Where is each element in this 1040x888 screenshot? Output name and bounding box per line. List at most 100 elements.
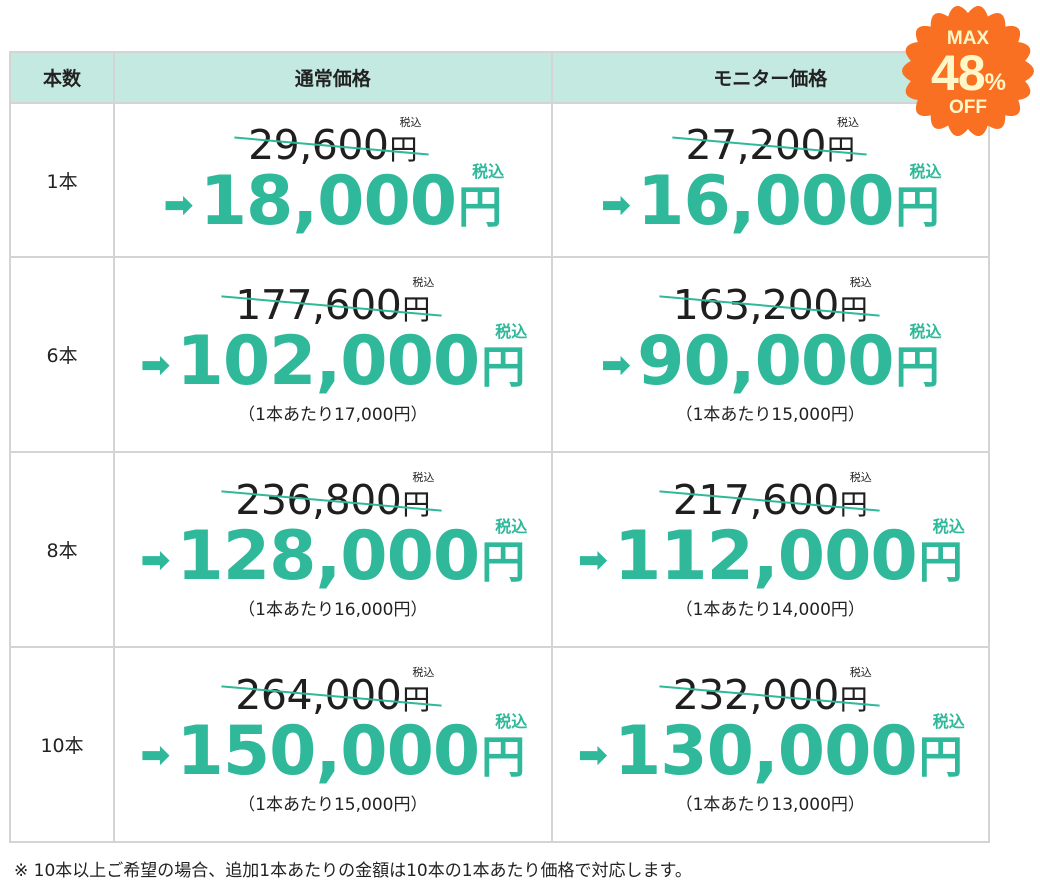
new-price-value: 150,000 [176,711,481,791]
per-unit-price: （1本あたり17,000円） [238,404,428,425]
regular-price-cell: 29,600 円税込 ➡ 18,000 円税込 [113,102,553,258]
right-arrow-icon: ➡ [140,539,171,581]
old-price-yen: 円 [389,132,418,166]
new-price-yen: 円 [918,731,963,783]
new-price-tax-label: 税込 [495,711,528,731]
old-price-value: 264,000 [235,670,402,719]
right-arrow-icon: ➡ [577,539,608,581]
qty-cell: 6本 [8,256,116,453]
new-price-value: 90,000 [637,321,894,401]
old-price-yen: 円 [839,682,868,716]
old-price-value: 163,200 [672,280,840,329]
new-price-value: 18,000 [199,161,457,241]
monitor-price-cell: 163,200 円税込 ➡ 90,000 円税込 （1本あたり15,000円） [550,256,991,453]
old-price-yen: 円 [826,132,855,166]
table-row: 8本 236,800 円税込 ➡ 128,000 円税込 （1本あたり16,000円） 217… [8,451,991,648]
new-price: ➡ 150,000 円税込 [140,711,527,791]
header-regular-price: 通常価格 [113,51,553,104]
new-price-tax-label: 税込 [932,516,965,536]
old-price-tax-label: 税込 [412,665,435,679]
old-price: 27,200 円 税込 [671,117,867,166]
new-price-yen: 円 [895,181,940,233]
new-price-yen: 円 [895,341,940,393]
old-price: 29,600 円 税込 [234,117,430,169]
new-price-value: 102,000 [176,321,481,401]
price-table: 本数 通常価格 モニター価格 1本 29,600 円税込 ➡ 18,000 円税込 27,2… [8,51,991,843]
new-price: ➡ 102,000 円税込 [140,321,527,401]
header-qty: 本数 [8,51,116,104]
new-price: ➡ 112,000 円税込 [577,516,965,596]
old-price-yen: 円 [839,487,868,521]
new-price-yen: 円 [481,731,526,783]
right-arrow-icon: ➡ [600,344,632,386]
badge-percent: 48% [931,45,1006,101]
old-price: 232,000 円 税込 [659,667,880,719]
old-price-yen: 円 [839,292,868,326]
new-price: ➡ 18,000 円税込 [163,161,505,241]
badge-percent-sign: % [984,69,1006,96]
new-price-value: 112,000 [613,516,918,596]
qty-cell: 8本 [8,451,116,648]
new-price-yen: 円 [918,536,963,588]
new-price-yen: 円 [458,181,503,233]
per-unit-price: （1本あたり13,000円） [675,794,865,815]
per-unit-price: （1本あたり16,000円） [238,599,428,620]
new-price: ➡ 16,000 円税込 [600,161,942,241]
old-price-value: 29,600 [248,120,389,169]
new-price-tax-label: 税込 [909,161,942,181]
right-arrow-icon: ➡ [140,734,171,776]
discount-badge: MAX 48% OFF [901,4,1035,138]
footnote: ※ 10本以上ご希望の場合、追加1本あたりの金額は10本の1本あたり価格で対応し… [14,861,692,881]
new-price-value: 16,000 [637,161,894,241]
qty-cell: 1本 [8,102,116,258]
right-arrow-icon: ➡ [140,344,171,386]
old-price-value: 217,600 [672,475,840,524]
old-price: 217,600 円 税込 [659,472,880,524]
new-price: ➡ 128,000 円税込 [140,516,527,596]
new-price-yen: 円 [481,536,526,588]
old-price-tax-label: 税込 [412,470,435,484]
per-unit-price: （1本あたり15,000円） [675,404,865,425]
old-price-tax-label: 税込 [849,470,872,484]
badge-percent-value: 48 [931,45,986,101]
old-price: 177,600 円 税込 [221,277,443,329]
table-row: 6本 177,600 円税込 ➡ 102,000 円税込 （1本あたり17,000円） 163… [8,256,991,453]
badge-max-label: MAX [946,28,990,49]
old-price-value: 232,000 [672,670,840,719]
monitor-price-cell: 232,000 円税込 ➡ 130,000 円税込 （1本あたり13,000円） [550,646,991,843]
new-price: ➡ 90,000 円税込 [600,321,942,401]
old-price: 236,800 円 税込 [221,472,443,524]
regular-price-cell: 177,600 円税込 ➡ 102,000 円税込 （1本あたり17,000円） [113,256,553,453]
new-price-tax-label: 税込 [495,321,528,341]
new-price-value: 128,000 [176,516,481,596]
new-price-tax-label: 税込 [495,516,528,536]
old-price-yen: 円 [402,292,431,326]
old-price-yen: 円 [402,682,431,716]
new-price-yen: 円 [481,341,526,393]
new-price-tax-label: 税込 [932,711,965,731]
old-price-yen: 円 [402,487,431,521]
old-price: 264,000 円 税込 [221,667,443,719]
old-price-tax-label: 税込 [837,115,859,129]
right-arrow-icon: ➡ [163,184,194,226]
old-price-tax-label: 税込 [849,275,872,289]
new-price-tax-label: 税込 [909,321,942,341]
table-row: 10本 264,000 円税込 ➡ 150,000 円税込 （1本あたり15,000円） 23… [8,646,991,843]
right-arrow-icon: ➡ [600,184,632,226]
per-unit-price: （1本あたり14,000円） [675,599,865,620]
old-price-value: 236,800 [235,475,402,524]
new-price: ➡ 130,000 円税込 [577,711,965,791]
monitor-price-cell: 217,600 円税込 ➡ 112,000 円税込 （1本あたり14,000円） [550,451,991,648]
badge-off-label: OFF [949,97,987,118]
regular-price-cell: 236,800 円税込 ➡ 128,000 円税込 （1本あたり16,000円） [113,451,553,648]
old-price-tax-label: 税込 [399,115,422,129]
regular-price-cell: 264,000 円税込 ➡ 150,000 円税込 （1本あたり15,000円） [113,646,553,843]
old-price-tax-label: 税込 [412,275,435,289]
table-row: 1本 29,600 円税込 ➡ 18,000 円税込 27,200 円税込 ➡ 16,000 円税込 [8,102,991,258]
per-unit-price: （1本あたり15,000円） [238,794,428,815]
old-price: 163,200 円 税込 [659,277,880,329]
old-price-tax-label: 税込 [849,665,872,679]
new-price-value: 130,000 [613,711,918,791]
old-price-value: 177,600 [235,280,402,329]
right-arrow-icon: ➡ [577,734,608,776]
